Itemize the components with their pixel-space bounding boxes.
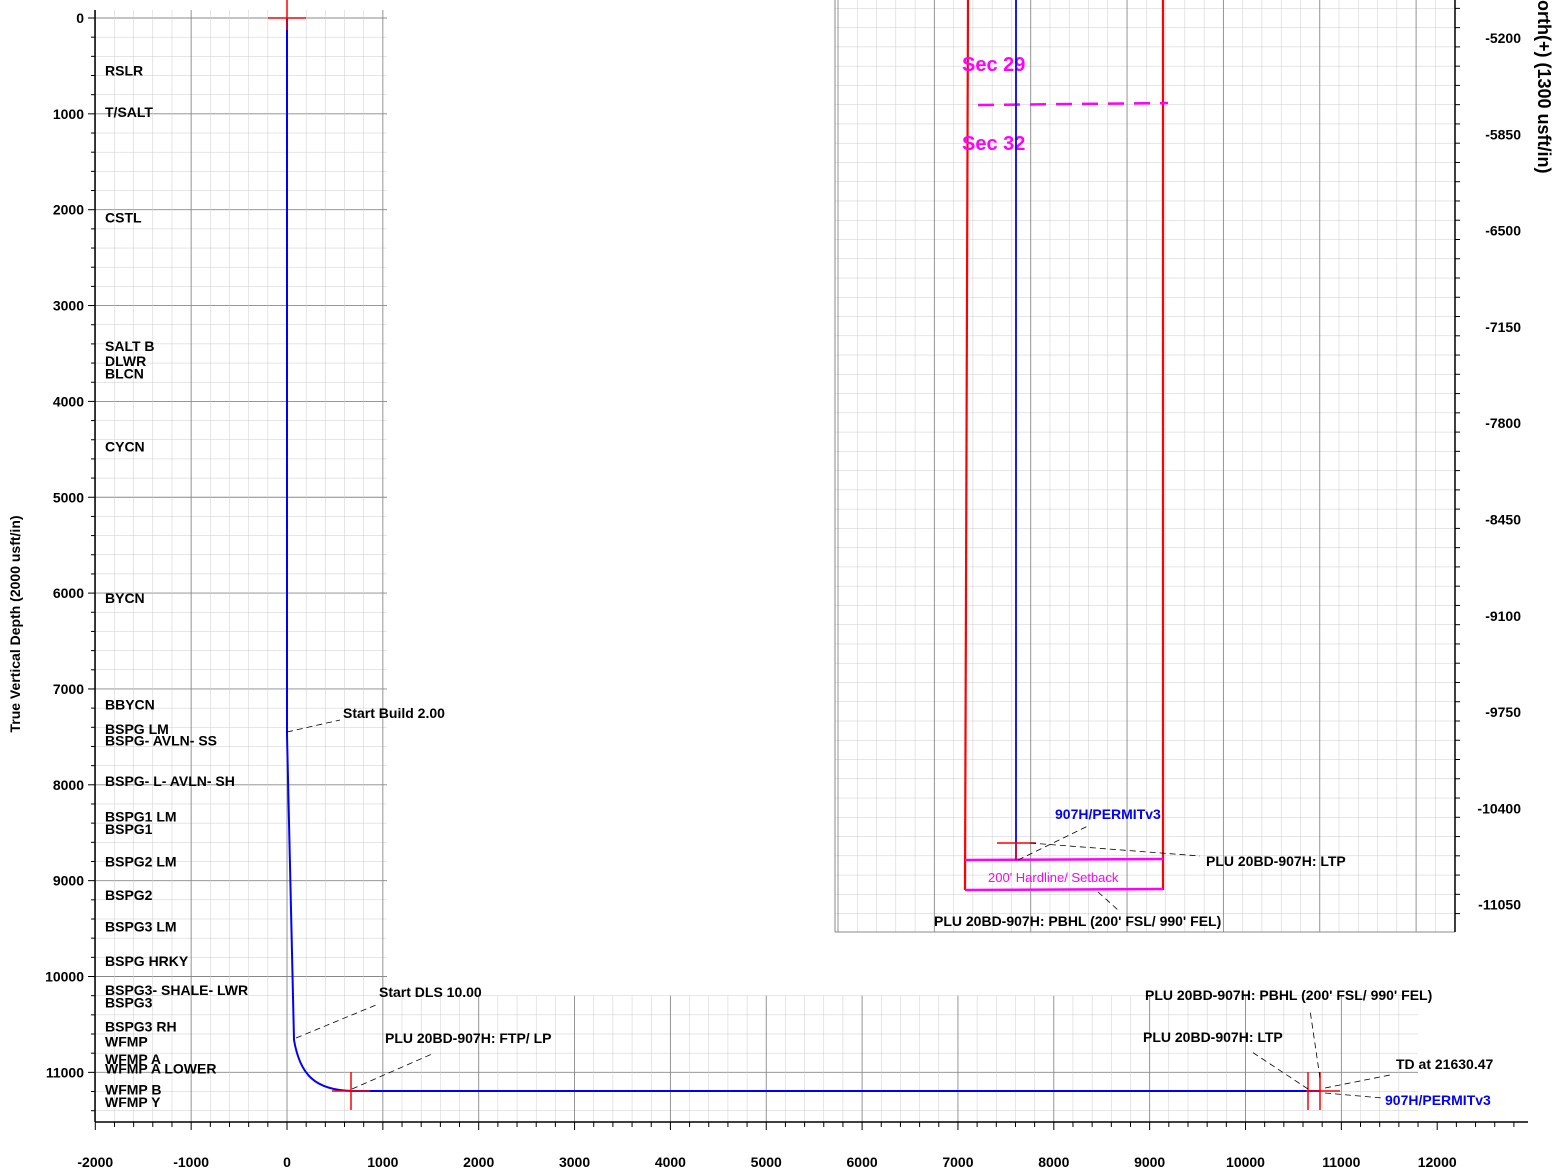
formation-label: BSPG3 [105, 994, 153, 1010]
plan-y-tick-label: -10400 [1477, 800, 1521, 816]
y-tick-label: 2000 [53, 202, 84, 218]
formation-label: CSTL [105, 209, 142, 225]
formation-label: WFMP [105, 1034, 148, 1050]
plan-y-tick-label: -7150 [1485, 319, 1521, 335]
ltp-label: PLU 20BD-907H: LTP [1143, 1029, 1283, 1045]
y-tick-label: 7000 [53, 681, 84, 697]
x-tick-label: 9000 [1134, 1154, 1165, 1170]
plan-y-tick-label: -6500 [1485, 223, 1521, 239]
start-build-label: Start Build 2.00 [343, 705, 445, 721]
pbhl-label: PLU 20BD-907H: PBHL (200' FSL/ 990' FEL) [1145, 987, 1432, 1003]
plan-y-tick-label: -11050 [1478, 897, 1521, 913]
section-y-ticks: 0 1000 2000 3000 4000 5000 6000 7000 8000 9000 100… [45, 10, 95, 1112]
section-markers [268, 0, 1340, 1110]
formation-label: BSPG3- SHALE- LWR [105, 982, 248, 998]
formation-label: BSPG- L- AVLN- SH [105, 773, 235, 789]
formation-label: WFMP A LOWER [105, 1061, 216, 1077]
x-tick-label: 11000 [1322, 1154, 1360, 1170]
y-tick-label: 1000 [53, 106, 84, 122]
formation-label: SALT B [105, 338, 155, 354]
formation-label: BSPG1 LM [105, 808, 177, 824]
x-tick-label: 6000 [847, 1154, 878, 1170]
y-tick-label: 0 [76, 10, 84, 26]
formation-label: BSPG2 [105, 887, 153, 903]
plan-y-ticks: -5200 -5850 -6500 -7150 -7800 -8450 -9100 -9750… [1455, 7, 1521, 915]
y-tick-label: 6000 [53, 585, 84, 601]
formation-label: BLCN [105, 366, 144, 382]
plan-y-tick-label: -9750 [1485, 704, 1521, 720]
start-dls-label: Start DLS 10.00 [379, 984, 482, 1000]
formation-label: BSPG1 [105, 821, 153, 837]
plan-well-label: 907H/PERMITv3 [1055, 806, 1161, 822]
y-tick-label: 3000 [53, 298, 84, 314]
x-tick-label: -2000 [77, 1154, 113, 1170]
x-tick-label: 10000 [1226, 1154, 1265, 1170]
formation-label: BBYCN [105, 696, 155, 712]
formation-label: T/SALT [105, 104, 153, 120]
formation-label: BSPG- AVLN- SS [105, 733, 217, 749]
x-tick-label: 4000 [655, 1154, 686, 1170]
plan-y-tick-label: -7800 [1485, 415, 1521, 431]
section-wellbore [286, 18, 1320, 1092]
x-tick-label: 5000 [751, 1154, 782, 1170]
formation-label: DLWR [105, 353, 146, 369]
x-tick-label: 12000 [1418, 1154, 1457, 1170]
td-label: TD at 21630.47 [1396, 1056, 1493, 1072]
plan-leaders [1017, 825, 1201, 911]
formation-label: BYCN [105, 590, 145, 606]
section-line-29-32 [977, 101, 1169, 107]
x-tick-label: 8000 [1038, 1154, 1069, 1170]
plan-ltp-label: PLU 20BD-907H: LTP [1206, 853, 1346, 869]
x-tick-label: -1000 [173, 1154, 209, 1170]
x-tick-label: 1000 [367, 1154, 398, 1170]
formation-label: WFMP B [105, 1082, 162, 1098]
plan-y-axis-title: orth(+) (1300 usft/in) [1534, 0, 1554, 174]
section-x-ticks: -2000 -1000 0 1000 2000 3000 4000 5000 6000 7000 8… [77, 1122, 1515, 1170]
hardline-bottom [964, 887, 1164, 892]
y-tick-label: 5000 [53, 489, 84, 505]
plan-y-tick-label: -9100 [1485, 608, 1521, 624]
hardline-top [964, 857, 1164, 862]
formation-label: BSPG HRKY [105, 953, 189, 969]
formation-label: RSLR [105, 63, 143, 79]
formation-label: BSPG3 RH [105, 1018, 177, 1034]
sec-32-label: Sec 32 [962, 133, 1025, 155]
x-tick-label: 2000 [463, 1154, 494, 1170]
y-tick-label: 11000 [46, 1064, 84, 1080]
y-tick-label: 9000 [53, 873, 84, 889]
y-tick-label: 4000 [53, 393, 84, 409]
section-y-axis-title: True Vertical Depth (2000 usft/in) [7, 515, 23, 732]
y-tick-label: 10000 [45, 969, 84, 985]
x-tick-label: 3000 [559, 1154, 590, 1170]
lease-boundary [963, 0, 1165, 891]
sec-29-label: Sec 29 [962, 54, 1025, 76]
formation-label: WFMP Y [105, 1094, 161, 1110]
plan-y-tick-label: -5850 [1485, 126, 1521, 142]
ftp-lp-label: PLU 20BD-907H: FTP/ LP [385, 1030, 551, 1046]
section-leaders [286, 719, 1391, 1099]
plan-view: -5200 -5850 -6500 -7150 -7800 -8450 -9100 -9750… [834, 0, 1554, 933]
formation-label: BSPG3 LM [105, 919, 177, 935]
hardline-label: 200' Hardline/ Setback [988, 870, 1119, 885]
formation-label: WFMP A [105, 1051, 161, 1067]
plan-pbhl-label: PLU 20BD-907H: PBHL (200' FSL/ 990' FEL) [934, 913, 1221, 929]
x-tick-label: 7000 [942, 1154, 973, 1170]
plan-y-tick-label: -8450 [1485, 512, 1521, 528]
formation-label: BSPG2 LM [105, 853, 177, 869]
formation-label: BSPG LM [105, 721, 169, 737]
y-tick-label: 8000 [53, 777, 84, 793]
section-plan-label: 907H/PERMITv3 [1385, 1092, 1491, 1108]
formation-label: CYCN [105, 438, 145, 454]
plan-y-tick-label: -5200 [1485, 30, 1521, 46]
x-tick-label: 0 [283, 1154, 291, 1170]
